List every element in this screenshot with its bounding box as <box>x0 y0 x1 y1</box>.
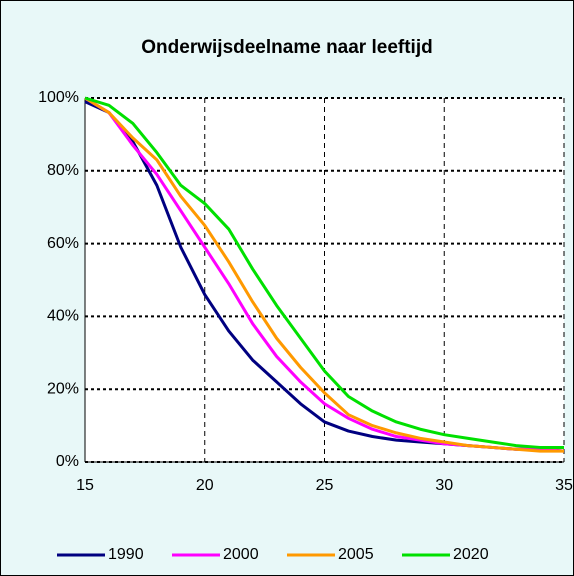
x-tick-label: 25 <box>316 477 334 494</box>
y-tick-label: 60% <box>47 235 79 252</box>
y-tick-label: 20% <box>47 380 79 397</box>
legend-label: 1990 <box>108 546 144 563</box>
y-tick-label: 40% <box>47 308 79 325</box>
x-tick-label: 30 <box>435 477 453 494</box>
x-tick-label: 35 <box>555 477 573 494</box>
y-tick-label: 0% <box>56 453 79 470</box>
legend-label: 2005 <box>338 546 374 563</box>
series-line <box>84 96 564 449</box>
series-line <box>84 96 564 453</box>
y-tick-label: 100% <box>38 89 79 106</box>
legend-label: 2000 <box>223 546 259 563</box>
chart-title: Onderwijsdeelname naar leeftijd <box>141 37 432 58</box>
legend-label: 2020 <box>453 546 489 563</box>
y-tick-label: 80% <box>47 162 79 179</box>
x-tick-label: 20 <box>196 477 214 494</box>
x-tick-label: 15 <box>76 477 94 494</box>
